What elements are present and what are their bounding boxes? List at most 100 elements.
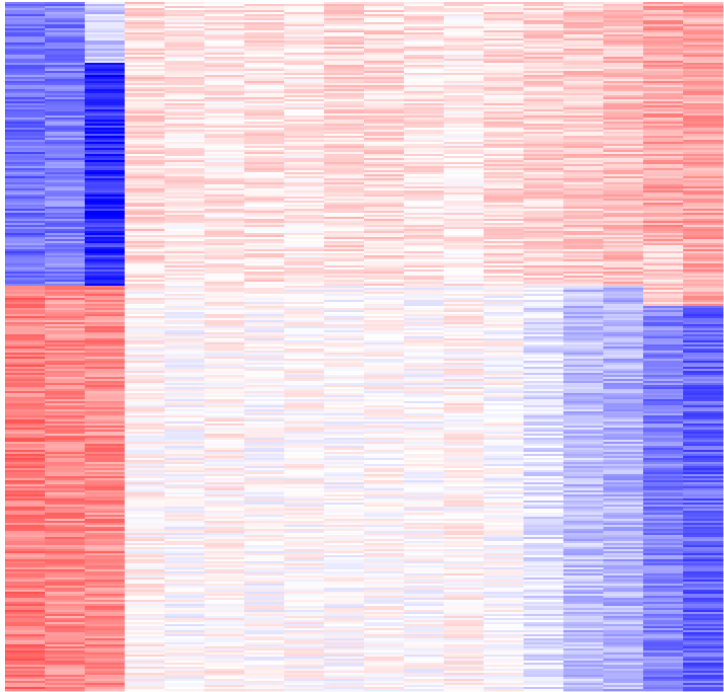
heatmap-cell [44,539,86,542]
heatmap-cell [5,202,46,206]
heatmap-cell [443,289,485,293]
heatmap-cell [164,235,205,238]
heatmap-cell [164,682,205,686]
heatmap-cell [443,435,485,439]
heatmap-cell [364,476,405,479]
heatmap-cell [44,490,86,493]
heatmap-cell [124,496,165,499]
heatmap-cell [5,638,46,641]
heatmap-cell [523,275,564,278]
heatmap-cell [364,153,405,157]
heatmap-cell [5,18,46,21]
heatmap-cell [164,137,205,141]
heatmap-cell [284,385,325,388]
heatmap-cell [523,202,564,206]
heatmap-cell [164,595,205,599]
heatmap-cell [44,648,86,651]
heatmap-cell [563,399,604,402]
heatmap-cell [5,166,46,169]
heatmap-cell [124,378,165,382]
heatmap-cell [563,247,604,250]
heatmap-cell [44,22,86,25]
heatmap-cell [364,468,405,471]
heatmap-cell [204,368,245,372]
heatmap-cell [403,42,445,45]
heatmap-cell [324,429,365,433]
heatmap-cell [84,172,126,175]
heatmap-cell [563,174,604,177]
heatmap-cell [403,470,445,473]
heatmap-cell [523,500,564,503]
heatmap-cell [324,518,365,522]
heatmap-cell [5,459,46,463]
heatmap-cell [364,220,405,224]
heatmap-cell [364,380,405,384]
heatmap-cell [364,123,405,127]
heatmap-cell [84,206,126,210]
heatmap-cell [5,423,46,426]
heatmap-cell [124,522,165,526]
heatmap-cell [364,632,405,635]
heatmap-cell [244,624,285,627]
heatmap-cell [44,382,86,386]
heatmap-cell [84,413,126,416]
heatmap-cell [44,423,86,426]
heatmap-cell [244,153,285,157]
heatmap-cell [523,20,564,23]
heatmap-cell [443,603,485,607]
heatmap-cell [124,72,165,76]
heatmap-cell [443,638,485,641]
heatmap-cell [324,4,365,7]
heatmap-cell [324,44,365,47]
heatmap-cell [523,571,564,574]
heatmap-cell [204,139,245,143]
heatmap-cell [523,147,564,151]
heatmap-cell [443,650,485,653]
heatmap-cell [364,129,405,133]
heatmap-cell [164,415,205,418]
heatmap-cell [5,607,46,611]
heatmap-cell [204,624,245,627]
heatmap-cell [44,147,86,151]
heatmap-cell [124,125,165,129]
heatmap-cell [364,474,405,477]
heatmap-cell [244,393,285,396]
heatmap-cell [84,89,126,92]
heatmap-cell [563,336,604,339]
heatmap-cell [523,508,564,512]
heatmap-cell [483,72,524,76]
heatmap-cell [324,672,365,676]
heatmap-cell [204,206,245,210]
heatmap-cell [483,472,524,475]
heatmap-cell [84,514,126,518]
heatmap-cell [164,423,205,426]
heatmap-cell [443,445,485,449]
heatmap-cell [563,10,604,13]
heatmap-cell [204,539,245,542]
heatmap-cell [284,285,325,289]
heatmap-cell [44,524,86,528]
heatmap-cell [44,32,86,35]
heatmap-cell [443,328,485,331]
heatmap-cell [124,137,165,141]
heatmap-cell [284,206,325,210]
heatmap-cell [164,563,205,566]
heatmap-cell [204,362,245,366]
heatmap-cell [244,551,285,554]
heatmap-cell [84,119,126,122]
heatmap-cell [44,269,86,272]
heatmap-cell [364,459,405,463]
heatmap-cell [523,131,564,135]
heatmap-cell [84,275,126,278]
heatmap-cell [523,115,564,118]
heatmap-cell [403,660,445,664]
heatmap-cell [84,654,126,657]
heatmap-cell [563,285,604,289]
heatmap-cell [523,457,564,461]
heatmap-cell [364,6,405,9]
heatmap-cell [523,490,564,493]
heatmap-cell [84,575,126,578]
heatmap-cell [284,524,325,528]
heatmap-cell [124,455,165,459]
heatmap-cell [443,654,485,657]
